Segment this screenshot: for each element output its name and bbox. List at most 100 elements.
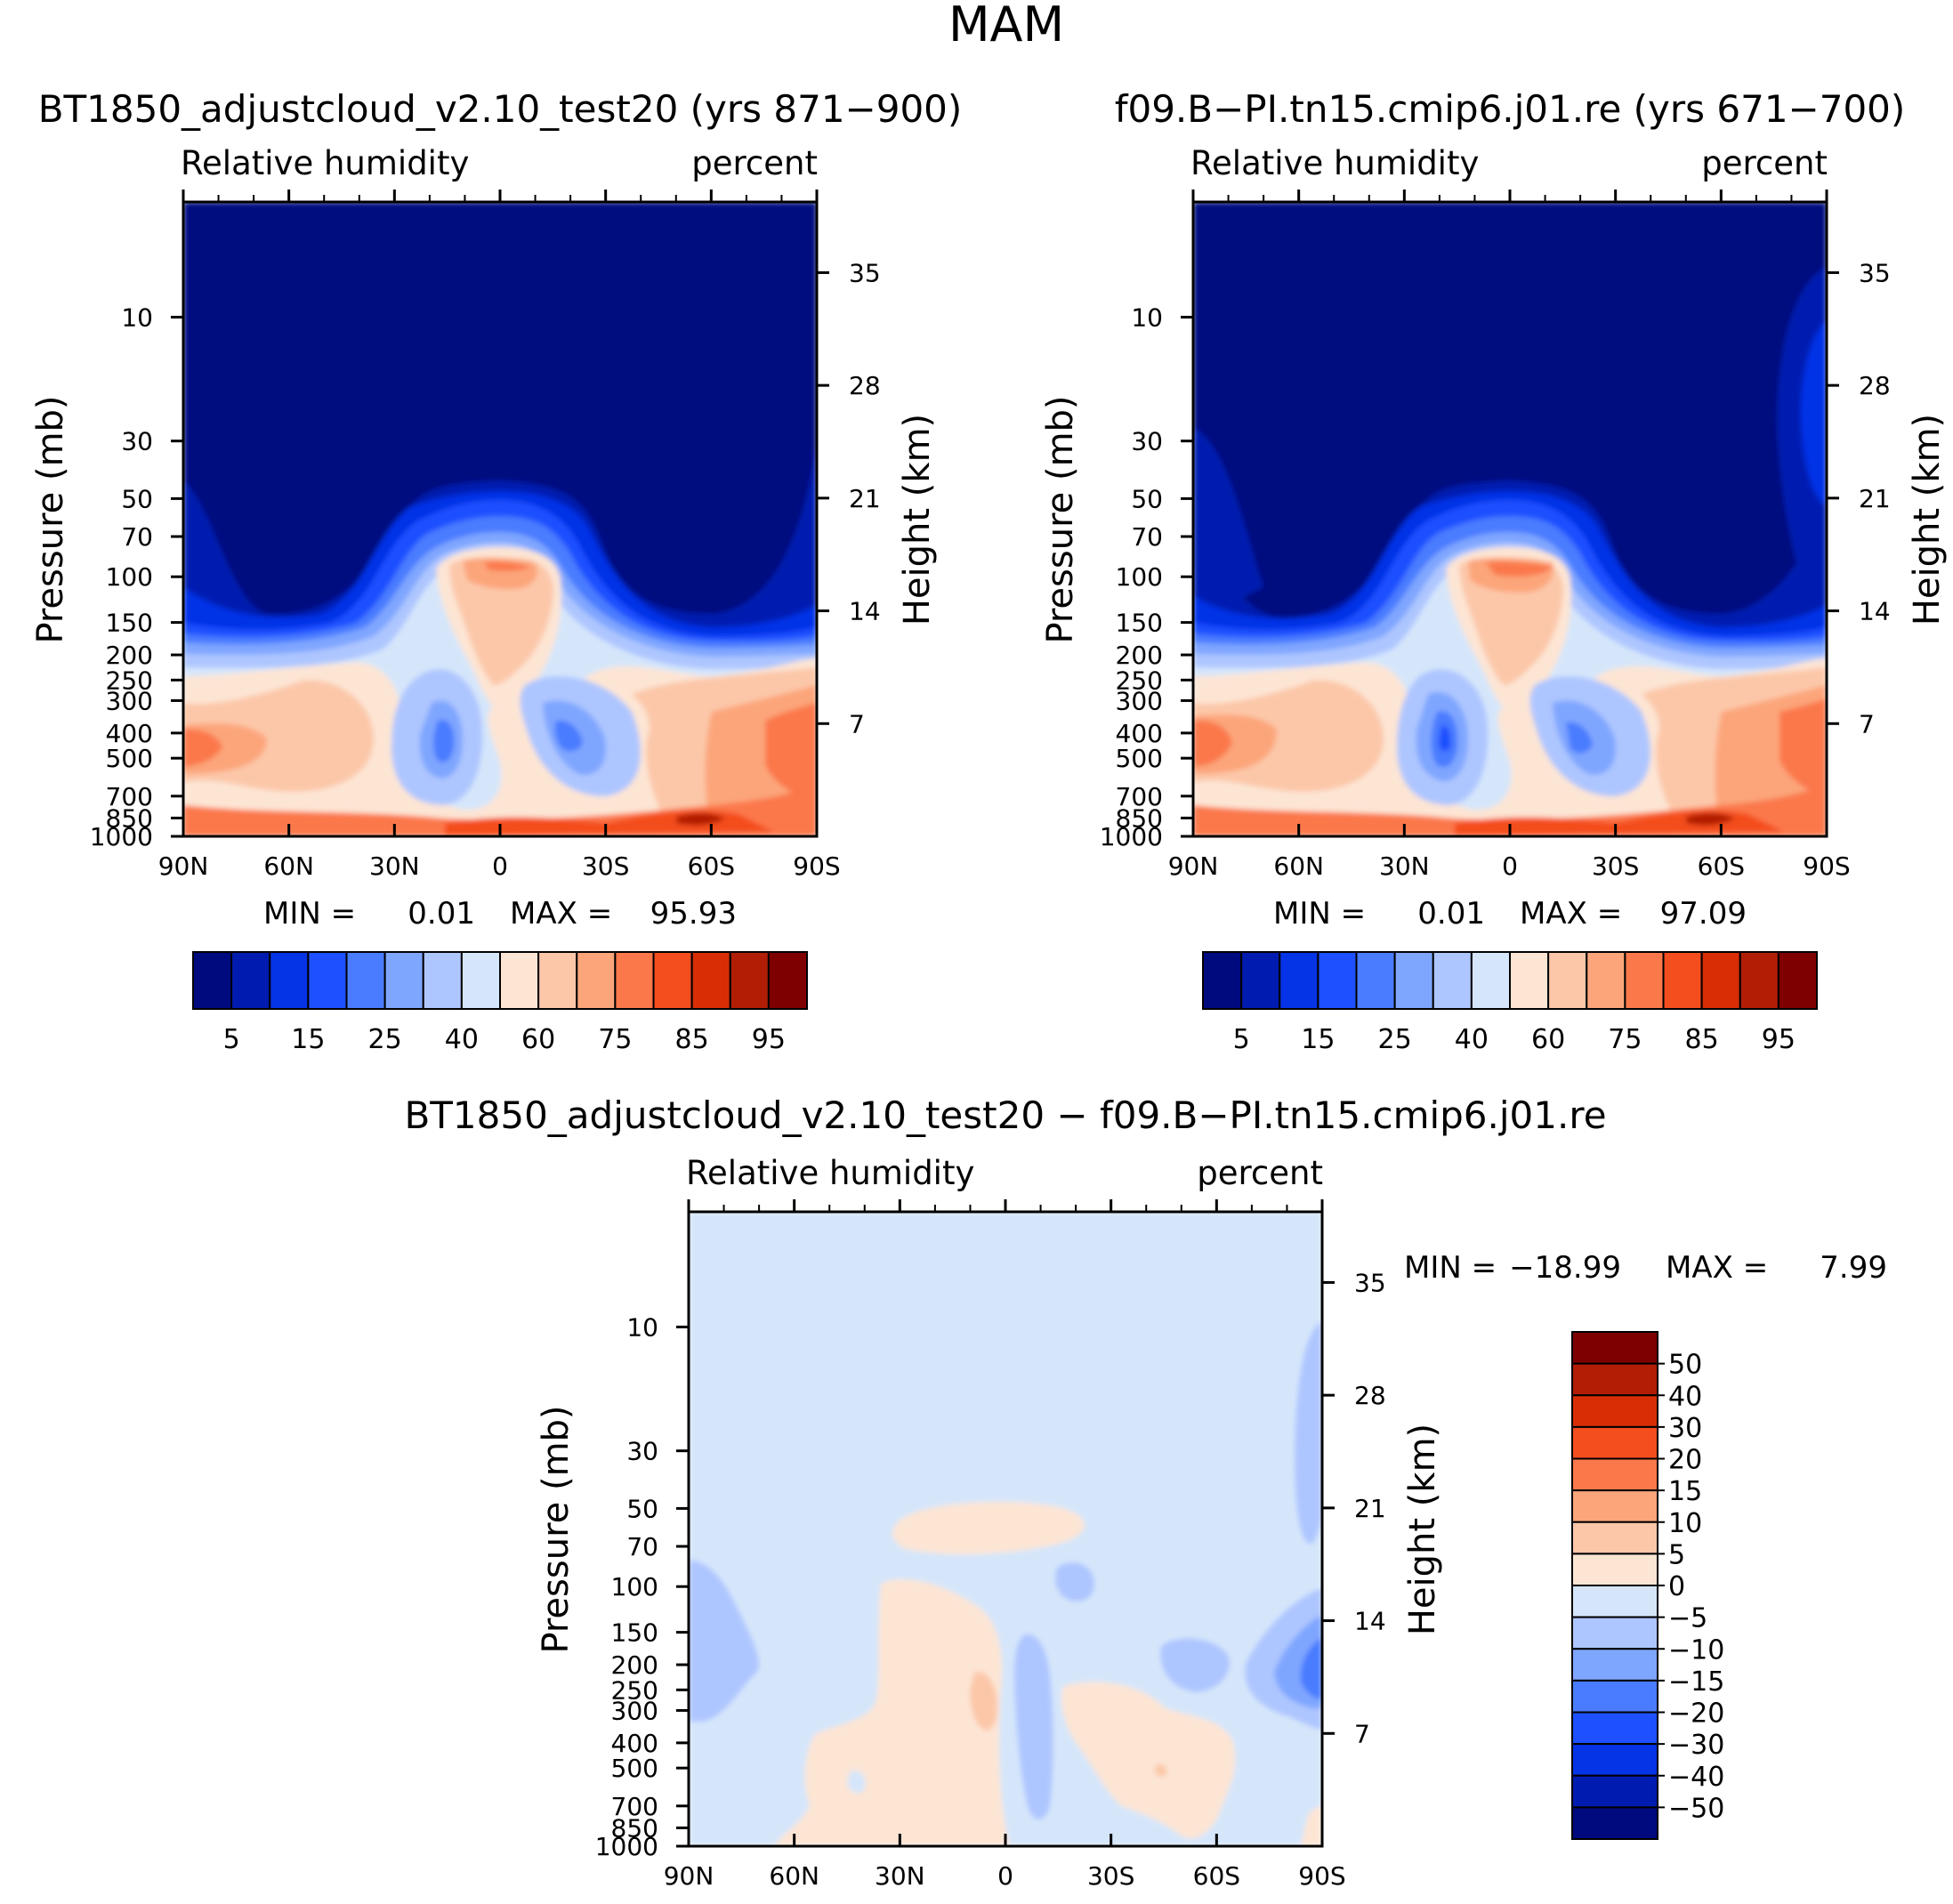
panel-3-colorbar-swatch xyxy=(1571,1394,1658,1428)
panel-2-ytick-label-850: 850 xyxy=(1116,803,1163,833)
panel-1-ytick-label-400: 400 xyxy=(106,719,153,748)
panel-2-colorbar-swatch xyxy=(1393,951,1434,1010)
p2-fill-lower-5 xyxy=(1193,720,1232,767)
panel-3-colorbar-label-20: 20 xyxy=(1668,1445,1702,1476)
panel-3-colorbar-label-minus20: −20 xyxy=(1668,1698,1724,1730)
panel-2-xtick-label-60n: 60N xyxy=(1273,851,1324,881)
panel-2-colorbar-swatch xyxy=(1586,951,1626,1010)
panel-3-ytick-label-850: 850 xyxy=(611,1813,658,1843)
panel-1-min-value: 0.01 xyxy=(408,896,475,932)
panel-2-colorbar-swatch xyxy=(1509,951,1550,1010)
panel-1-ytick-label-1000: 1000 xyxy=(90,822,153,851)
panel-3-colorbar-label-10: 10 xyxy=(1668,1508,1702,1539)
panel-2-title: f09.B−PI.tn15.cmip6.j01.re (yrs 671−700) xyxy=(1115,87,1906,131)
panel-3-colorbar-swatch xyxy=(1571,1489,1658,1523)
panel-2-ytick-right-label-14: 14 xyxy=(1859,597,1891,626)
panel-3-colorbar-swatch xyxy=(1571,1521,1658,1555)
panel-2-colorbar-swatch xyxy=(1547,951,1588,1010)
p2-fill-blue-tongue-left-4 xyxy=(1439,724,1451,752)
panel-1-ytick-label-10: 10 xyxy=(121,303,153,332)
panel-2-colorbar-swatch xyxy=(1700,951,1741,1010)
panel-3-colorbar-label-minus10: −10 xyxy=(1668,1634,1724,1666)
panel-3-colorbar-label-0: 0 xyxy=(1668,1571,1685,1602)
panel-1-title: BT1850_adjustcloud_v2.10_test20 (yrs 871… xyxy=(38,87,963,131)
panel-2-ytick-label-1000: 1000 xyxy=(1100,822,1163,851)
p1-fill-tropical-core-2 xyxy=(449,557,553,685)
panel-3-ytick-label-150: 150 xyxy=(611,1618,658,1648)
panel-3-ytick-label-50: 50 xyxy=(626,1494,658,1523)
panel-1-colorbar-label-25: 25 xyxy=(368,1024,402,1055)
panel-1-colorbar-label-75: 75 xyxy=(598,1024,632,1055)
panel-3-ytick-right-label-28: 28 xyxy=(1354,1381,1386,1410)
panel-1-ytick-right-label-35: 35 xyxy=(849,258,881,287)
panel-2-xtick-label-0: 0 xyxy=(1502,851,1518,881)
panel-1-colorbar-swatch xyxy=(614,951,655,1010)
panel-2-colorbar: 5 15 25 40 60 75 85 95 xyxy=(1202,951,1818,1055)
panel-3-ytick-right-label-35: 35 xyxy=(1354,1268,1386,1297)
panel-2-colorbar-label-60: 60 xyxy=(1531,1024,1565,1055)
panel-2-ytick-label-50: 50 xyxy=(1131,484,1163,513)
p1-fill-tropical-core-4 xyxy=(485,561,530,571)
panel-3-colorbar-swatch xyxy=(1571,1425,1658,1460)
p2-fill-tropical-core-4 xyxy=(1486,561,1553,577)
panel-2-ytick-label-250: 250 xyxy=(1116,666,1163,695)
panel-1-colorbar-swatch xyxy=(576,951,617,1010)
panel-3-min-value: −18.99 xyxy=(1509,1250,1621,1286)
p1-fill-surface-3 xyxy=(676,812,725,826)
p3-fill-pos-upper xyxy=(892,1501,1085,1554)
panel-2-left-label: Relative humidity xyxy=(1190,144,1479,182)
p3-fill-neg-mid-tongue xyxy=(1014,1634,1053,1819)
panel-2-colorbar-label-95: 95 xyxy=(1762,1024,1796,1055)
p2-fill-surface-3 xyxy=(1686,812,1735,826)
panel-1-ytick-label-250: 250 xyxy=(106,666,153,695)
panel-1-ytick-label-200: 200 xyxy=(106,641,153,670)
panel-3-ytick-right-label-21: 21 xyxy=(1354,1494,1386,1523)
panel-3-ytick-label-700: 700 xyxy=(611,1792,658,1821)
panel-2-colorbar-swatch xyxy=(1202,951,1243,1010)
panel-3-colorbar-swatch xyxy=(1571,1457,1658,1492)
p2-fill-blue-tongue-right-3 xyxy=(1566,722,1593,754)
panel-3-xtick-label-60n: 60N xyxy=(769,1861,819,1891)
panel-1-ytick-right-label-28: 28 xyxy=(849,371,881,400)
panel-2-right-label: percent xyxy=(1701,144,1828,182)
panel-3-colorbar-label-minus5: −5 xyxy=(1668,1603,1707,1634)
panel-2-ytick-label-700: 700 xyxy=(1116,782,1163,811)
panel-1-colorbar-swatch xyxy=(307,951,348,1010)
panel-2-colorbar-swatch xyxy=(1240,951,1281,1010)
panel-1-contour-field xyxy=(183,202,817,836)
panel-3-ytick-label-250: 250 xyxy=(611,1675,658,1705)
panel-1: BT1850_adjustcloud_v2.10_test20 (yrs 871… xyxy=(30,87,962,1055)
panel-2-colorbar-swatch xyxy=(1432,951,1473,1010)
panel-3-xtick-label-30n: 30N xyxy=(875,1861,925,1891)
panel-1-ytick-right-label-21: 21 xyxy=(849,484,881,513)
panel-1-colorbar-swatch xyxy=(422,951,463,1010)
panel-2-ytick-label-150: 150 xyxy=(1116,609,1163,638)
panel-3-colorbar-swatch xyxy=(1571,1585,1658,1618)
panel-3-ytick-label-70: 70 xyxy=(626,1532,658,1561)
panel-3: BT1850_adjustcloud_v2.10_test20 − f09.B−… xyxy=(404,1093,1887,1891)
panel-3-max-label: MAX = xyxy=(1666,1250,1768,1286)
panel-3-xtick-label-90n: 90N xyxy=(664,1861,714,1891)
panel-1-ytick-label-70: 70 xyxy=(121,522,153,552)
panel-1-ylabel: Pressure (mb) xyxy=(30,395,71,643)
panel-1-xtick-label-90s: 90S xyxy=(793,851,840,881)
panel-1-ytick-label-850: 850 xyxy=(106,803,153,833)
panel-2-ytick-label-500: 500 xyxy=(1116,744,1163,773)
panel-1-ytick-label-700: 700 xyxy=(106,782,153,811)
panel-2-ytick-right-label-28: 28 xyxy=(1859,371,1891,400)
panel-1-colorbar-swatch xyxy=(652,951,693,1010)
panel-3-ylabel-right: Height (km) xyxy=(1402,1424,1443,1635)
p3-fill-pos-central-2 xyxy=(970,1671,997,1731)
p3-fill-pos-edge xyxy=(1301,1806,1322,1846)
panel-2-min-label: MIN = xyxy=(1273,896,1366,932)
panel-3-right-label: percent xyxy=(1197,1154,1323,1192)
panel-2-ytick-label-200: 200 xyxy=(1116,641,1163,670)
panel-2-xtick-label-90s: 90S xyxy=(1803,851,1850,881)
panel-1-ylabel-right: Height (km) xyxy=(897,414,938,625)
panel-1-colorbar-swatch xyxy=(537,951,578,1010)
panel-3-colorbar-label-30: 30 xyxy=(1668,1413,1702,1444)
panel-3-colorbar-label-minus50: −50 xyxy=(1668,1793,1724,1824)
panel-3-ytick-right-label-7: 7 xyxy=(1354,1719,1370,1748)
